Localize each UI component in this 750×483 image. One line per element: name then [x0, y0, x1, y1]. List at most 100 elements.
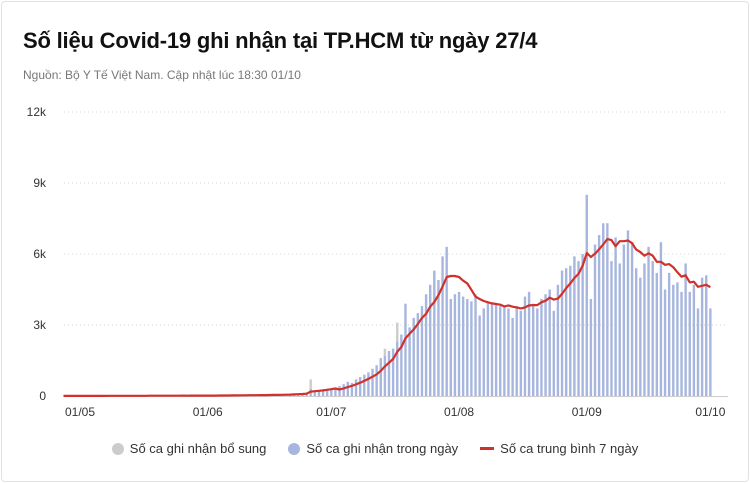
- daily-bar: [433, 270, 436, 396]
- daily-bar: [338, 386, 341, 396]
- daily-bar: [453, 294, 457, 396]
- daily-bar: [696, 308, 700, 396]
- daily-bar: [342, 384, 345, 396]
- daily-bar: [688, 291, 691, 396]
- legend-label: Số ca ghi nhận trong ngày: [306, 441, 459, 456]
- daily-bar: [482, 308, 485, 396]
- daily-bar: [474, 294, 477, 396]
- daily-bar: [400, 334, 403, 396]
- daily-bar: [503, 306, 506, 396]
- daily-bar: [639, 277, 642, 396]
- red-line-icon: [480, 447, 495, 450]
- daily-bar: [326, 389, 329, 396]
- gray-dot-icon: [111, 442, 124, 455]
- y-tick-label: 0: [39, 389, 46, 403]
- daily-bar: [564, 268, 568, 396]
- x-tick-label: 01/05: [65, 405, 95, 419]
- x-tick-label: 01/09: [572, 405, 602, 419]
- daily-bar: [494, 303, 498, 396]
- daily-bar: [667, 272, 671, 396]
- chart-title: Số liệu Covid-19 ghi nhận tại TP.HCM từ …: [23, 28, 538, 53]
- daily-bar: [626, 230, 630, 396]
- legend-label: Số ca ghi nhận bổ sung: [129, 441, 267, 456]
- daily-bar: [330, 388, 333, 396]
- daily-bar: [408, 327, 411, 396]
- daily-bar: [577, 261, 580, 396]
- legend-label: Số ca trung bình 7 ngày: [500, 441, 639, 456]
- daily-bar: [466, 298, 469, 396]
- daily-bar: [511, 317, 514, 396]
- daily-bar: [602, 223, 605, 396]
- daily-bar: [334, 387, 337, 396]
- daily-bar: [346, 381, 349, 396]
- daily-bar: [523, 296, 527, 396]
- legend-item-supplemental[interactable]: Số ca ghi nhận bổ sung: [111, 441, 267, 456]
- daily-bar: [420, 306, 424, 396]
- y-tick-label: 9k: [33, 176, 47, 190]
- daily-bar: [610, 261, 613, 396]
- daily-bar: [429, 284, 432, 396]
- daily-bar: [548, 289, 551, 396]
- daily-bar: [350, 382, 354, 396]
- daily-bar: [313, 391, 317, 396]
- daily-bar: [404, 303, 407, 396]
- daily-bar: [519, 310, 523, 396]
- daily-bar: [622, 244, 626, 396]
- avg-7day-line: [63, 238, 711, 397]
- daily-bar: [383, 355, 387, 396]
- daily-bar: [672, 284, 675, 396]
- daily-bar: [709, 308, 712, 396]
- daily-bar: [544, 294, 547, 396]
- daily-bar: [441, 256, 444, 396]
- daily-bar: [486, 301, 490, 396]
- daily-bar: [705, 275, 708, 396]
- daily-bar: [507, 308, 510, 396]
- supplemental-bar: [309, 379, 312, 389]
- daily-bar: [499, 306, 502, 396]
- supplemental-bar: [396, 322, 399, 342]
- legend-item-daily[interactable]: Số ca ghi nhận trong ngày: [288, 441, 458, 456]
- x-tick-label: 01/10: [695, 405, 725, 419]
- daily-bar: [597, 235, 601, 396]
- daily-bar: [651, 261, 654, 396]
- daily-bar: [515, 306, 518, 396]
- daily-bar: [680, 291, 683, 396]
- daily-bar: [655, 272, 658, 396]
- daily-bar: [659, 242, 663, 396]
- daily-bar: [527, 291, 531, 396]
- daily-bar: [412, 317, 415, 396]
- daily-bar: [457, 291, 461, 396]
- x-tick-label: 01/07: [316, 405, 346, 419]
- daily-bar: [396, 341, 399, 396]
- daily-bar: [437, 280, 440, 396]
- daily-bar: [589, 298, 593, 396]
- y-tick-label: 12k: [27, 105, 47, 119]
- daily-bar: [536, 308, 539, 396]
- daily-bar: [449, 298, 452, 396]
- daily-bar: [416, 313, 420, 396]
- daily-bar: [552, 310, 555, 396]
- x-tick-label: 01/08: [444, 405, 474, 419]
- daily-bar: [684, 263, 687, 396]
- daily-bar: [581, 254, 584, 396]
- daily-bar: [391, 348, 395, 396]
- daily-bar: [593, 244, 597, 396]
- daily-bar: [540, 298, 543, 396]
- daily-bar: [647, 246, 650, 396]
- daily-bar: [700, 277, 704, 396]
- daily-bar: [371, 368, 374, 396]
- daily-bar: [354, 379, 358, 396]
- daily-bar: [424, 294, 428, 396]
- legend-item-average[interactable]: Số ca trung bình 7 ngày: [480, 441, 638, 456]
- daily-bar: [317, 391, 321, 396]
- daily-bar: [630, 242, 634, 396]
- daily-bar: [367, 372, 370, 396]
- daily-bar: [560, 270, 564, 396]
- daily-bar: [585, 194, 588, 396]
- daily-bar: [363, 374, 366, 396]
- daily-bar: [635, 268, 638, 396]
- daily-bar: [445, 246, 448, 396]
- daily-bar: [470, 301, 473, 396]
